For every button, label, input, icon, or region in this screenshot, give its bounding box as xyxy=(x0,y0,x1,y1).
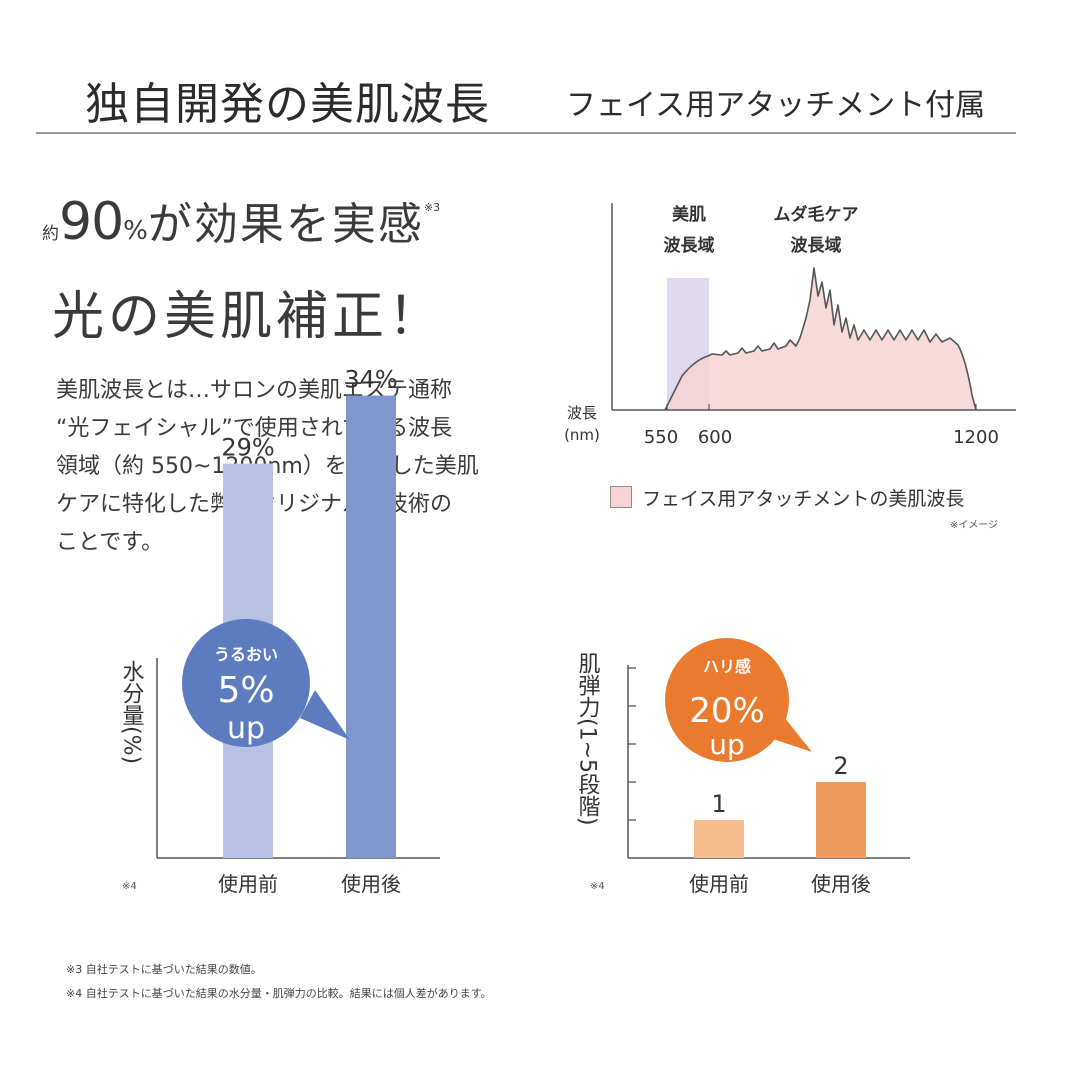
category-label: 使用前 xyxy=(689,872,749,896)
headline-percent: % xyxy=(123,216,148,246)
headline-note: ※3 xyxy=(423,201,441,214)
header-divider xyxy=(36,132,1016,134)
elasticity-bubble-line2: 20% xyxy=(689,691,765,731)
headline-approx: 約 xyxy=(42,224,59,244)
elasticity-note: ※4 xyxy=(590,881,605,892)
bar xyxy=(346,395,396,858)
moisture-bubble xyxy=(182,619,310,747)
category-label: 使用前 xyxy=(218,872,278,896)
moisture-y-label: 水分量(%) xyxy=(119,660,145,764)
moisture-bubble-tail xyxy=(300,690,350,740)
moisture-bubble-line1: うるおい xyxy=(214,645,278,664)
headline-line1: 約90%が効果を実感※3 xyxy=(42,188,440,252)
moisture-chart: 水分量(%) 29% 使用前 34% 使用後 うるおい 5% up ※4 xyxy=(119,366,440,896)
legend-label: フェイス用アタッチメントの美肌波長 xyxy=(642,488,965,510)
category-label: 使用後 xyxy=(811,872,871,896)
elasticity-y-label: 肌弾力(1~5段階) xyxy=(575,652,601,826)
legend-swatch xyxy=(610,486,632,508)
bar-value-label: 34% xyxy=(344,366,397,394)
bar-value-label: 29% xyxy=(221,434,274,462)
moisture-bubble-line2: 5% xyxy=(217,670,274,711)
bar-value-label: 1 xyxy=(711,790,726,818)
image-note: ※イメージ xyxy=(950,520,999,531)
x-axis-label-line1: 波長 xyxy=(567,404,597,422)
moisture-bubble-line3: up xyxy=(227,711,265,746)
category-label: 使用後 xyxy=(341,872,401,896)
moisture-note: ※4 xyxy=(122,881,137,892)
elasticity-bubble-line3: up xyxy=(709,728,745,761)
elasticity-bars: 1 使用前 2 使用後 xyxy=(689,752,871,896)
x-tick-label: 600 xyxy=(698,427,732,448)
wavelength-chart: 美肌 波長域 ムダ毛ケア 波長域 波長 (nm) 550 600 1200 xyxy=(564,203,1016,448)
x-tick-labels: 550 600 1200 xyxy=(644,404,999,448)
page-title: 独自開発の美肌波長 xyxy=(85,79,490,130)
bar xyxy=(816,782,866,858)
footnote-4: ※4 自社テストに基づいた結果の水分量・肌弾力の比較。結果には個人差があります。 xyxy=(66,987,492,1000)
elasticity-bubble-line1: ハリ感 xyxy=(703,657,751,676)
elasticity-y-ticks xyxy=(628,667,636,821)
elasticity-chart: 肌弾力(1~5段階) 1 使用前 2 使用後 ハリ感 20% up ※4 xyxy=(575,638,910,896)
bar xyxy=(694,820,744,858)
x-tick-label: 550 xyxy=(644,427,678,448)
headline-rest: が効果を実感 xyxy=(147,199,424,250)
band1-label-line1: 美肌 xyxy=(672,204,706,225)
spectrum-area xyxy=(664,267,977,411)
band1-label-line2: 波長域 xyxy=(664,235,715,256)
headline-number: 90 xyxy=(59,192,124,252)
elasticity-bubble xyxy=(665,638,789,762)
x-axis-label-line2: (nm) xyxy=(564,426,600,444)
footnote-3: ※3 自社テストに基づいた結果の数値。 xyxy=(66,963,262,976)
band2-label-line2: 波長域 xyxy=(791,235,842,256)
band2-label-line1: ムダ毛ケア xyxy=(774,204,859,225)
bar-value-label: 2 xyxy=(833,752,848,780)
page-subtitle: フェイス用アタッチメント付属 xyxy=(566,88,986,123)
x-tick-label: 1200 xyxy=(953,427,999,448)
description-line: ことです。 xyxy=(56,530,164,555)
headline-line2: 光の美肌補正！ xyxy=(52,287,445,347)
